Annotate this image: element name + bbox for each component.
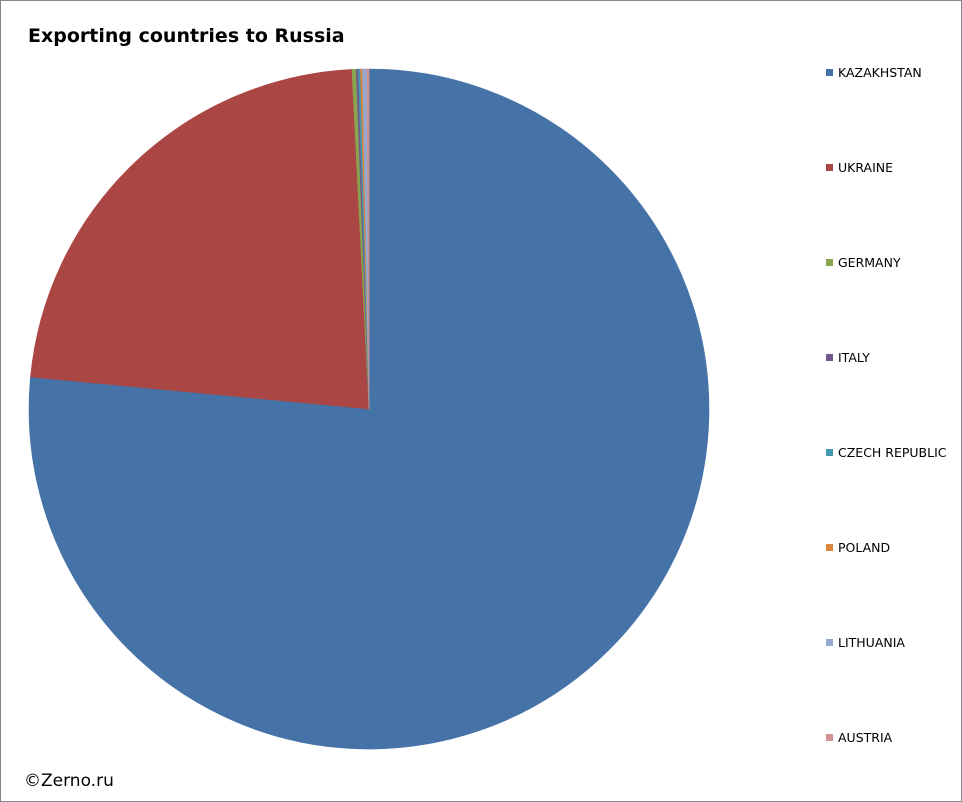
chart-legend: KAZAKHSTAN UKRAINE GERMANY ITALY CZECH REPUB… xyxy=(826,0,960,802)
legend-swatch xyxy=(826,543,833,551)
legend-label: KAZAKHSTAN xyxy=(838,64,922,80)
copyright-notice: ©Zerno.ru xyxy=(24,771,114,791)
legend-item-ukraine: UKRAINE xyxy=(826,159,893,175)
legend-label: AUSTRIA xyxy=(838,729,893,745)
pie-slice-austria xyxy=(366,68,370,410)
legend-swatch xyxy=(826,258,833,266)
chart-title: Exporting countries to Russia xyxy=(28,25,345,47)
legend-label: UKRAINE xyxy=(838,159,894,175)
legend-item-poland: POLAND xyxy=(826,539,890,555)
legend-item-germany: GERMANY xyxy=(826,254,901,270)
pie-slice-ukraine xyxy=(30,69,370,410)
legend-item-kazakhstan: KAZAKHSTAN xyxy=(826,64,922,80)
legend-swatch xyxy=(826,448,833,456)
legend-swatch xyxy=(826,638,833,646)
legend-swatch xyxy=(826,353,833,361)
legend-item-czech-republic: CZECH REPUBLIC xyxy=(826,444,947,460)
legend-swatch xyxy=(826,68,833,76)
legend-label: CZECH REPUBLIC xyxy=(838,444,947,460)
legend-item-lithuania: LITHUANIA xyxy=(826,634,905,650)
legend-label: ITALY xyxy=(838,349,870,365)
legend-item-italy: ITALY xyxy=(826,349,870,365)
legend-label: POLAND xyxy=(838,539,891,555)
legend-label: LITHUANIA xyxy=(838,634,905,650)
legend-label: GERMANY xyxy=(838,254,901,270)
legend-swatch xyxy=(826,163,833,171)
legend-swatch xyxy=(826,733,833,741)
legend-item-austria: AUSTRIA xyxy=(826,729,892,745)
